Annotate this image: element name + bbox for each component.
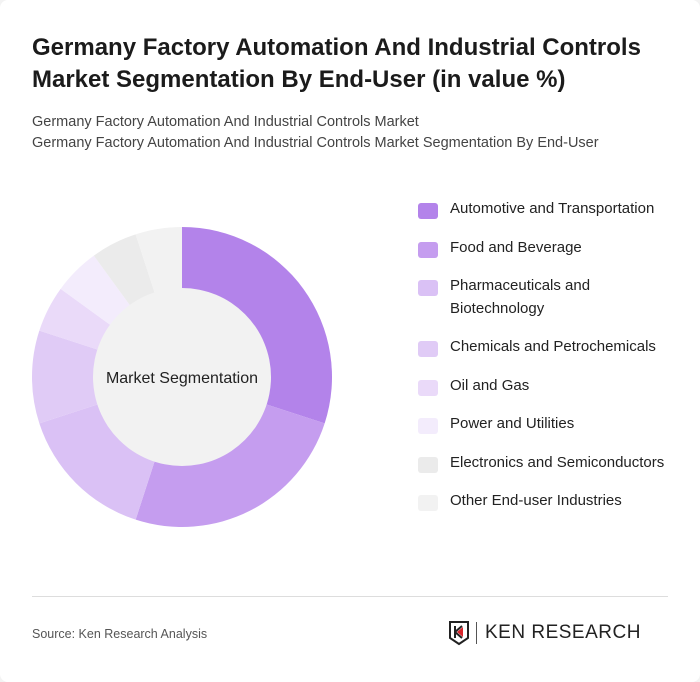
chart-title: Germany Factory Automation And Industria… [32, 34, 641, 93]
legend-swatch [418, 418, 438, 434]
legend-swatch [418, 241, 438, 258]
legend-item[interactable]: Pharmaceuticals and Biotechnology [418, 275, 688, 320]
logo-text: KEN RESEARCH [485, 622, 641, 643]
legend-item[interactable]: Oil and Gas [418, 375, 688, 398]
donut-hole [93, 288, 271, 466]
subtitle-segmentation: Germany Factory Automation And Industria… [32, 135, 599, 151]
center-label: Market Segmentation [106, 370, 258, 387]
legend-label: Pharmaceuticals and Biotechnology [450, 277, 591, 317]
legend-label: Oil and Gas [450, 376, 530, 394]
legend-item[interactable]: Other End-user Industries [418, 490, 688, 513]
legend-item[interactable]: Chemicals and Petrochemicals [418, 336, 688, 359]
legend-label: Automotive and Transportation [450, 200, 655, 217]
ken-research-logo-icon [449, 621, 469, 646]
source-note: Source: Ken Research Analysis [32, 627, 208, 641]
divider [32, 596, 668, 597]
legend-item[interactable]: Electronics and Semiconductors [418, 452, 688, 475]
legend-swatch [418, 280, 438, 296]
subtitle-market: Germany Factory Automation And Industria… [32, 114, 419, 130]
legend-swatch [418, 456, 438, 473]
legend-label: Other End-user Industries [450, 492, 622, 509]
legend-item[interactable]: Food and Beverage [418, 237, 688, 260]
legend-label: Electronics and Semiconductors [450, 453, 665, 471]
legend-item[interactable]: Automotive and Transportation [418, 198, 688, 221]
legend-item[interactable]: Power and Utilities [418, 413, 688, 436]
donut-chart: Market Segmentation [32, 227, 332, 527]
ken-research-logo: KEN RESEARCH [448, 620, 641, 646]
legend-swatch [418, 379, 438, 396]
legend-swatch [418, 495, 438, 511]
legend: Automotive and Transportation Food and Be… [418, 198, 688, 529]
legend-label: Power and Utilities [450, 415, 575, 432]
legend-swatch [418, 341, 438, 357]
legend-swatch [418, 203, 438, 219]
legend-label: Food and Beverage [450, 238, 582, 256]
legend-label: Chemicals and Petrochemicals [450, 338, 656, 355]
